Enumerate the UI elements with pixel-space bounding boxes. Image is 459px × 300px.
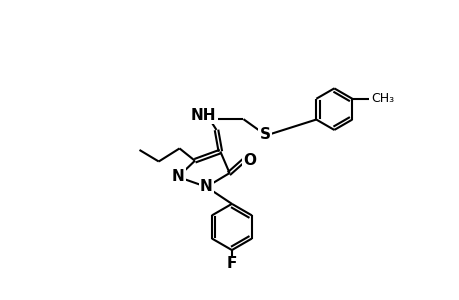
Text: O: O [243,153,256,168]
Text: N: N [200,179,213,194]
Text: NH: NH [190,108,216,123]
Text: N: N [171,169,184,184]
Text: CH₃: CH₃ [370,92,393,105]
Text: S: S [259,127,270,142]
Text: F: F [226,256,236,272]
